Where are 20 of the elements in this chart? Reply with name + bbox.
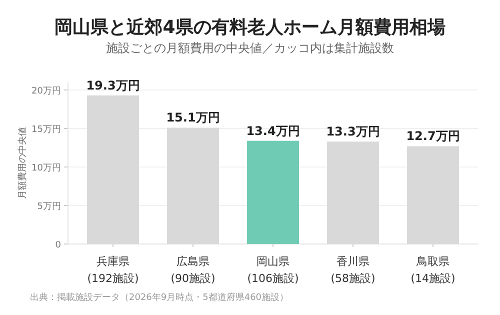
x-tick-label: 香川県 (58施設) — [330, 255, 376, 285]
x-tick-label: 鳥取県 (14施設) — [410, 255, 456, 285]
data-label: 13.3万円 — [326, 124, 380, 139]
x-tick-label: 広島県 (90施設) — [170, 255, 216, 285]
chart-title: 岡山県と近郊4県の有料老人ホーム月額費用相場 — [54, 17, 446, 38]
data-label: 12.7万円 — [406, 129, 460, 144]
data-label: 13.4万円 — [246, 124, 300, 138]
x-tick-label: 岡山県 (106施設) — [247, 255, 299, 285]
bar — [247, 140, 299, 244]
data-label: 15.1万円 — [166, 110, 220, 125]
y-axis-title: 月額費用の中央値 — [17, 127, 28, 200]
y-tick-label: 5万円 — [37, 202, 61, 212]
y-tick-label: 0 — [55, 240, 62, 250]
x-tick-label: 兵庫県 (192施設) — [87, 255, 139, 285]
y-tick-label: 20万円 — [32, 86, 61, 96]
source-note: 出典：掲載施設データ（2026年9月時点・5都道府県460施設） — [30, 292, 289, 303]
y-tick-label: 10万円 — [32, 164, 61, 174]
data-label: 19.3万円 — [86, 78, 140, 92]
chart-subtitle: 施設ごとの月額費用の中央値／カッコ内は集計施設数 — [106, 41, 394, 55]
y-tick-label: 15万円 — [32, 125, 61, 135]
